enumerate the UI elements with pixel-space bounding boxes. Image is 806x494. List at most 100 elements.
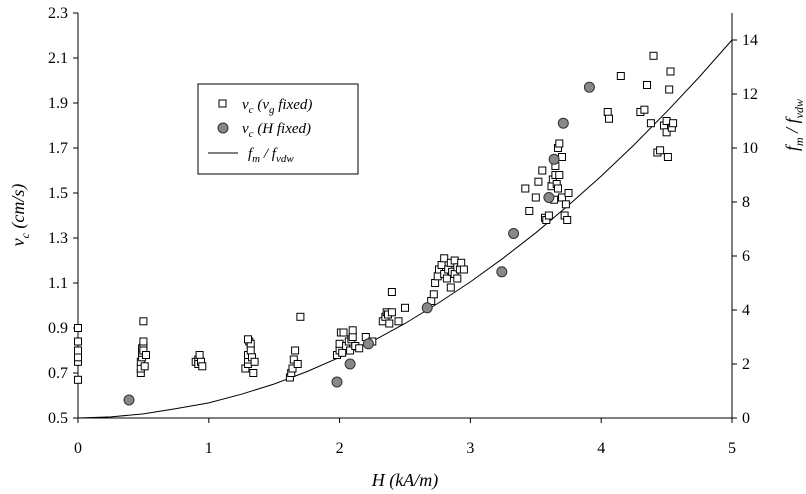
- data-point-square: [142, 351, 150, 359]
- data-point-square: [669, 119, 678, 128]
- data-point-square: [538, 166, 547, 175]
- legend-label-fm-fvdw: fm / fvdw: [248, 146, 294, 165]
- y-left-tick-label: 1.3: [48, 230, 68, 247]
- data-point-square: [338, 348, 347, 357]
- y-left-tick-label: 2.3: [48, 5, 68, 22]
- data-point-square: [74, 375, 82, 384]
- y-right-tick-label: 4: [742, 302, 750, 319]
- y-right-tick-label: 12: [742, 86, 758, 103]
- data-point-square: [140, 362, 149, 371]
- data-point-circle: [557, 117, 569, 129]
- data-point-square: [249, 369, 258, 377]
- y-left-axis-title: vc (cm/s): [8, 184, 32, 247]
- data-point-square: [387, 288, 396, 296]
- y-right-axis-title: fm / fvdw: [782, 99, 806, 151]
- data-point-square: [74, 346, 82, 355]
- data-point-square: [429, 290, 438, 299]
- data-point-square: [662, 117, 671, 125]
- legend-square-marker: [218, 99, 227, 108]
- data-point-square: [139, 317, 148, 326]
- legend-label-vc-h-fixed: vc (H fixed): [242, 121, 311, 140]
- data-point-square: [139, 337, 148, 346]
- y-left-tick-label: 1.5: [48, 185, 68, 202]
- data-point-square: [561, 200, 570, 209]
- tick-group: 0 1 2 3 4 50.50.70.91.11.31.51.71.92.12.30246…: [48, 5, 758, 457]
- data-point-square: [348, 326, 357, 335]
- data-point-square: [643, 81, 651, 89]
- data-point-square: [640, 105, 649, 114]
- data-point-square: [616, 72, 625, 80]
- data-point-square: [663, 153, 672, 161]
- x-tick-label: 4: [597, 440, 605, 457]
- data-point-square: [563, 216, 572, 224]
- y-right-tick-label: 0: [742, 410, 750, 427]
- curve-fm-fvdw: [77, 39, 733, 419]
- data-point-circle: [421, 302, 433, 314]
- data-point-square: [296, 312, 305, 321]
- data-point-square: [440, 254, 449, 263]
- y-right-tick-label: 8: [742, 194, 750, 211]
- data-point-square: [656, 146, 665, 155]
- data-point-square: [385, 319, 394, 328]
- x-axis-title: H (kA/m): [371, 470, 438, 491]
- data-point-circle: [496, 266, 508, 278]
- y-left-tick-label: 1.1: [48, 275, 68, 292]
- data-point-square: [665, 85, 674, 94]
- y-right-tick-label: 10: [742, 140, 758, 157]
- data-point-square: [195, 351, 204, 359]
- data-point-square: [244, 335, 252, 344]
- data-point-square: [459, 265, 468, 274]
- data-point-square: [544, 211, 553, 220]
- data-point-circle: [331, 376, 343, 388]
- data-point-square: [288, 364, 297, 373]
- data-point-square: [649, 51, 658, 60]
- y-right-tick-label: 6: [742, 248, 750, 265]
- data-point-square: [531, 193, 540, 202]
- data-point-square: [74, 337, 82, 346]
- x-tick-label: 5: [728, 440, 736, 457]
- data-point-circle: [362, 338, 374, 350]
- data-point-square: [74, 324, 82, 332]
- data-point-square: [442, 274, 451, 283]
- data-point-square: [346, 346, 355, 355]
- data-point-square: [450, 256, 459, 265]
- data-point-circle: [583, 81, 595, 93]
- y-left-tick-label: 0.5: [48, 410, 68, 427]
- data-point-square: [446, 283, 455, 292]
- data-point-square: [355, 344, 364, 353]
- x-tick-label: 3: [466, 440, 474, 457]
- data-point-square: [457, 258, 466, 267]
- data-point-square: [534, 177, 543, 186]
- data-point-circle: [123, 394, 135, 406]
- y-right-tick-label: 2: [742, 356, 750, 373]
- data-point-square: [198, 362, 207, 371]
- data-point-square: [558, 193, 566, 202]
- y-left-tick-label: 1.7: [48, 140, 68, 157]
- y-left-tick-label: 0.7: [48, 365, 68, 382]
- data-point-square: [453, 274, 462, 283]
- y-left-tick-label: 2.1: [48, 50, 68, 67]
- data-point-square: [555, 171, 564, 179]
- y-left-tick-label: 0.9: [48, 320, 68, 337]
- data-point-square: [401, 303, 409, 312]
- data-point-square: [74, 353, 82, 362]
- data-point-square: [555, 139, 564, 148]
- series-fm-fvdw: [77, 39, 733, 419]
- data-point-square: [646, 119, 655, 128]
- data-point-square: [437, 261, 446, 269]
- data-point-square: [431, 279, 440, 287]
- data-point-circle: [508, 228, 520, 239]
- x-tick-label: 1: [205, 440, 213, 457]
- data-point-square: [335, 339, 344, 348]
- legend-label-vc-vg-fixed: vc (vg fixed): [242, 97, 312, 116]
- data-point-square: [246, 346, 255, 355]
- x-tick-label: 2: [336, 440, 344, 457]
- data-point-square: [291, 346, 300, 355]
- series-vc-vg-fixed: [74, 51, 678, 384]
- data-point-square: [387, 308, 396, 317]
- data-point-circle: [344, 358, 356, 370]
- series-vc-h-fixed: [123, 81, 595, 406]
- data-point-square: [525, 207, 534, 215]
- data-point-circle: [548, 153, 560, 165]
